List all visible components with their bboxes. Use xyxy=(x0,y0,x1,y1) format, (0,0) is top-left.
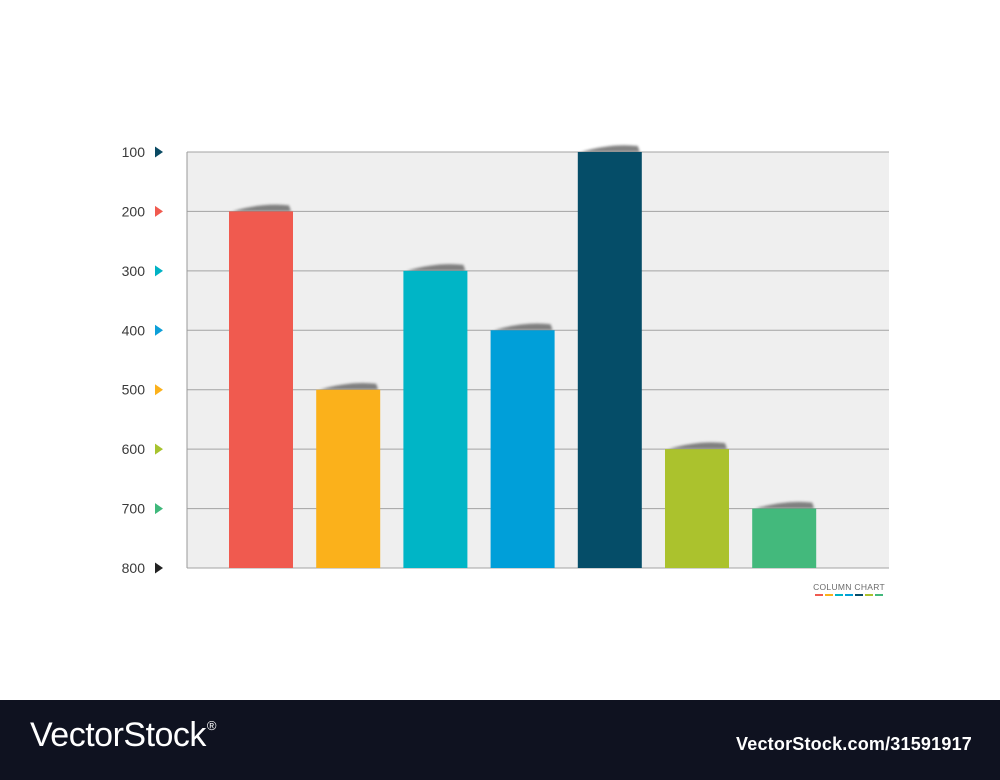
bar-shadow-tab xyxy=(668,442,727,450)
bar-column xyxy=(577,152,642,568)
tick-marker-arrow-icon xyxy=(155,384,163,396)
tick-marker-arrow-icon xyxy=(155,205,163,217)
tick-marker-arrow-icon xyxy=(155,265,163,277)
bar xyxy=(752,501,817,568)
bar xyxy=(577,145,642,568)
image-id-text: VectorStock.com/31591917 xyxy=(736,734,972,754)
bar-shadow-tab xyxy=(232,204,291,212)
bar-column xyxy=(752,508,817,568)
y-axis-ticks: 100 200 300 400 500 600 700 800 xyxy=(122,144,163,576)
bar-shadow-tab xyxy=(755,501,815,509)
tick-marker-arrow-icon xyxy=(155,443,163,455)
y-tick-label: 200 xyxy=(122,203,146,219)
brand-name: VectorStock xyxy=(30,716,206,754)
legend-swatch xyxy=(875,594,883,596)
legend-swatch xyxy=(845,594,853,596)
y-tick-label: 400 xyxy=(122,322,146,338)
bar-shadow-tab xyxy=(319,382,379,390)
bar-column xyxy=(316,389,381,568)
legend-label: COLUMN CHART xyxy=(813,582,885,592)
column-chart: 100 200 300 400 500 600 700 800 COLUMN CHART xyxy=(122,144,889,596)
tick-marker-arrow-icon xyxy=(155,146,163,158)
tick-marker-arrow-icon xyxy=(155,324,163,336)
watermark-footer: VectorStock® VectorStock.com/31591917 xyxy=(0,700,1000,780)
y-tick-label: 600 xyxy=(122,441,146,457)
legend-swatch xyxy=(835,594,843,596)
legend-swatches xyxy=(815,594,883,596)
y-tick-label: 800 xyxy=(122,560,146,576)
bar-shadow-tab xyxy=(580,145,640,152)
bar-column xyxy=(490,330,555,568)
vectorstock-logo: VectorStock® xyxy=(30,716,217,755)
chart-legend: COLUMN CHART xyxy=(813,582,885,596)
bar-column xyxy=(665,449,729,568)
bar-column xyxy=(403,270,468,568)
tick-marker-arrow-icon xyxy=(155,503,163,515)
legend-swatch xyxy=(815,594,823,596)
legend-swatch xyxy=(865,594,873,596)
bar-shadow-tab xyxy=(493,323,553,331)
bar xyxy=(490,323,555,568)
bar xyxy=(316,382,381,568)
tick-marker-arrow-icon xyxy=(155,562,163,574)
y-tick-label: 300 xyxy=(122,263,146,279)
bar xyxy=(229,204,293,568)
y-tick-label: 700 xyxy=(122,501,146,517)
y-tick-label: 100 xyxy=(122,144,146,160)
bar-column xyxy=(229,211,293,568)
registered-mark: ® xyxy=(206,718,217,733)
bar xyxy=(403,264,468,568)
bar-shadow-tab xyxy=(406,264,466,271)
legend-swatch xyxy=(855,594,863,596)
bar xyxy=(665,442,729,568)
y-tick-label: 500 xyxy=(122,382,146,398)
legend-swatch xyxy=(825,594,833,596)
bars xyxy=(229,145,817,568)
